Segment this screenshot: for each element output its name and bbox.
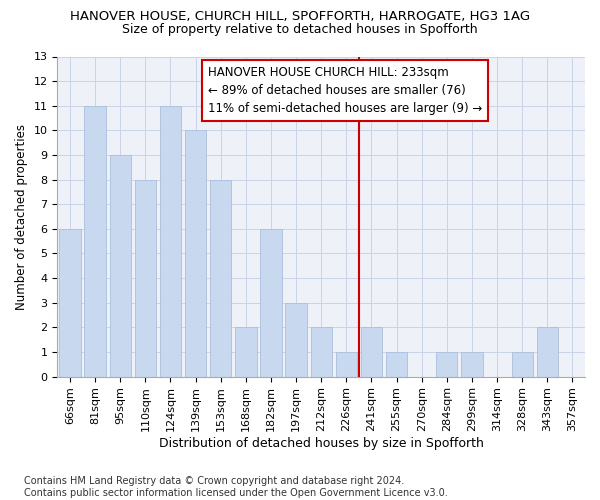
Bar: [311, 328, 332, 376]
Bar: [210, 180, 232, 376]
Bar: [85, 106, 106, 376]
Bar: [386, 352, 407, 376]
Bar: [512, 352, 533, 376]
Bar: [361, 328, 382, 376]
Bar: [260, 229, 281, 376]
Bar: [461, 352, 482, 376]
Bar: [436, 352, 457, 376]
Y-axis label: Number of detached properties: Number of detached properties: [15, 124, 28, 310]
Bar: [185, 130, 206, 376]
Bar: [59, 229, 80, 376]
Bar: [134, 180, 156, 376]
Bar: [335, 352, 357, 376]
Bar: [235, 328, 257, 376]
Bar: [536, 328, 558, 376]
Text: HANOVER HOUSE, CHURCH HILL, SPOFFORTH, HARROGATE, HG3 1AG: HANOVER HOUSE, CHURCH HILL, SPOFFORTH, H…: [70, 10, 530, 23]
Text: Contains HM Land Registry data © Crown copyright and database right 2024.
Contai: Contains HM Land Registry data © Crown c…: [24, 476, 448, 498]
Text: HANOVER HOUSE CHURCH HILL: 233sqm
← 89% of detached houses are smaller (76)
11% : HANOVER HOUSE CHURCH HILL: 233sqm ← 89% …: [208, 66, 482, 116]
Bar: [160, 106, 181, 376]
X-axis label: Distribution of detached houses by size in Spofforth: Distribution of detached houses by size …: [159, 437, 484, 450]
Bar: [110, 155, 131, 376]
Bar: [286, 302, 307, 376]
Text: Size of property relative to detached houses in Spofforth: Size of property relative to detached ho…: [122, 22, 478, 36]
